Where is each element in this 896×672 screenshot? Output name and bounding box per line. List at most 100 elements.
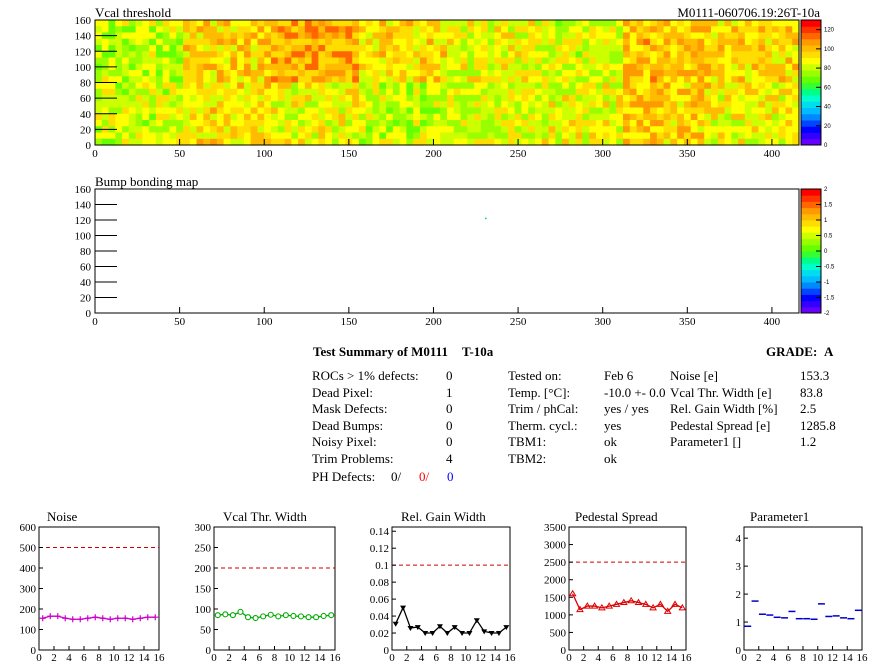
pixel-cell xyxy=(216,88,225,96)
pixel-cell xyxy=(582,120,590,127)
pixel-cell xyxy=(372,70,380,77)
pixel-cell xyxy=(690,70,699,77)
roc-block-6 xyxy=(623,20,712,84)
pixel-cell xyxy=(514,76,523,84)
summary-left-label-1: Dead Pixel: xyxy=(312,384,374,400)
pixel-cell xyxy=(474,113,482,121)
pixel-cell xyxy=(440,126,448,134)
pixel-cell xyxy=(609,70,617,77)
pixel-cell xyxy=(623,51,631,59)
undefined-xlabel-6: 300 xyxy=(594,316,611,328)
pixel-cell xyxy=(514,38,523,46)
pixel-cell xyxy=(589,38,597,46)
pixel-cell xyxy=(751,138,759,146)
pixel-cell xyxy=(223,82,231,90)
pixel-cell xyxy=(656,120,665,127)
pixel-cell xyxy=(210,126,218,134)
pixel-cell xyxy=(629,138,638,146)
pixel-cell xyxy=(487,51,495,59)
pixel-cell xyxy=(230,101,238,109)
pixel-cell xyxy=(677,132,685,140)
pixel-cell xyxy=(189,138,198,146)
pixel-cell xyxy=(778,138,787,146)
pixel-cell xyxy=(304,26,313,34)
pixel-cell xyxy=(183,88,191,96)
pixel-cell xyxy=(413,95,421,102)
summary-left-label-0: ROCs > 1% defects: xyxy=(312,368,419,383)
plot0-point-9 xyxy=(107,616,114,623)
pixel-cell xyxy=(778,45,787,52)
pixel-cell xyxy=(331,132,340,140)
pixel-cell xyxy=(663,70,671,77)
pixel-cell xyxy=(149,126,157,134)
pixel-cell xyxy=(392,132,401,140)
pixel-cell xyxy=(535,20,543,27)
pixel-cell xyxy=(697,95,705,102)
pixel-cell xyxy=(575,132,583,140)
pixel-cell xyxy=(467,45,475,52)
pixel-cell xyxy=(602,126,611,134)
undefined-xlabel-4: 200 xyxy=(425,316,442,328)
pixel-cell xyxy=(480,26,489,34)
pixel-cell xyxy=(778,76,787,84)
pixel-cell xyxy=(453,113,462,121)
pixel-cell xyxy=(589,57,597,65)
pixel-cell xyxy=(636,20,644,27)
pixel-cell xyxy=(717,63,726,71)
pixel-cell xyxy=(95,132,103,140)
pixel-cell xyxy=(413,113,421,121)
pixel-cell xyxy=(480,95,489,102)
pixel-cell xyxy=(365,120,374,127)
pixel-cell xyxy=(115,32,123,40)
pixel-cell xyxy=(683,126,692,134)
pixel-cell xyxy=(155,57,164,65)
pixel-cell xyxy=(738,107,746,115)
pixel-cell xyxy=(643,70,651,77)
pixel-cell xyxy=(643,107,651,115)
pixel-cell xyxy=(250,95,259,102)
pixel-cell xyxy=(697,76,705,84)
pixel-cell xyxy=(250,113,259,121)
pixel-cell xyxy=(142,45,150,52)
pixel-cell xyxy=(656,107,665,115)
pixel-cell xyxy=(528,126,536,134)
pixel-cell xyxy=(203,95,211,102)
summary-right-value-0: 153.3 xyxy=(800,368,830,383)
pixel-cell xyxy=(298,95,306,102)
pixel-cell xyxy=(155,26,164,34)
pixel-cell xyxy=(771,82,780,90)
pixel-cell xyxy=(142,107,150,115)
pixel-cell xyxy=(399,63,407,71)
pixel-cell xyxy=(128,51,137,59)
pixel-cell xyxy=(372,51,380,59)
pixel-cell xyxy=(331,107,340,115)
pixel-cell xyxy=(149,132,157,140)
pixel-cell xyxy=(514,126,523,134)
pixel-cell xyxy=(338,57,347,65)
pixel-cell xyxy=(656,126,665,134)
pixel-cell xyxy=(494,76,502,84)
pixel-cell xyxy=(609,126,617,134)
pixel-cell xyxy=(365,76,374,84)
pixel-cell xyxy=(223,101,231,109)
pixel-cell xyxy=(243,107,252,115)
plot2-xlabel-6: 12 xyxy=(475,652,486,664)
pixel-cell xyxy=(738,51,746,59)
pixel-cell xyxy=(704,38,712,46)
pixel-cell xyxy=(636,82,644,90)
pixel-cell xyxy=(155,20,164,27)
pixel-cell xyxy=(291,138,299,146)
pixel-cell xyxy=(744,32,753,40)
pixel-cell xyxy=(189,132,198,140)
pixel-cell xyxy=(243,57,252,65)
pixel-cell xyxy=(636,38,644,46)
pixel-cell xyxy=(169,51,177,59)
pixel-cell xyxy=(589,70,597,77)
pixel-cell xyxy=(379,132,387,140)
pixel-cell xyxy=(683,132,692,140)
pixel-cell xyxy=(758,126,766,134)
pixel-cell xyxy=(643,101,651,109)
plot3-point-14 xyxy=(671,600,679,607)
pixel-cell xyxy=(616,45,624,52)
plot0-point-2 xyxy=(54,613,61,620)
